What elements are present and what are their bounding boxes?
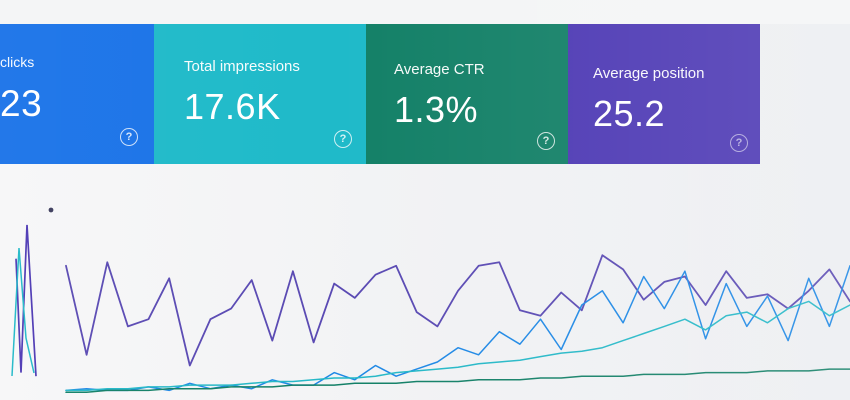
metric-value: 23 (0, 83, 43, 124)
metric-card-clicks[interactable]: clicks 23 ? (0, 24, 154, 164)
performance-line-chart (0, 168, 850, 400)
metric-value: 1.3% (394, 89, 479, 130)
chart-spike-line (15, 224, 37, 377)
metric-value: 17.6K (184, 86, 281, 127)
metric-label: Average position (593, 65, 705, 82)
metric-card-average-ctr[interactable]: Average CTR 1.3% ? (366, 24, 568, 164)
chart-series-line-3 (65, 300, 850, 392)
question-circle-icon[interactable]: ? (537, 132, 555, 150)
question-circle-icon[interactable]: ? (730, 134, 748, 152)
metric-label: Total impressions (184, 58, 300, 75)
metric-value: 25.2 (593, 93, 666, 134)
metric-cards-row: clicks 23 ? Total impressions 17.6K ? Av… (0, 24, 760, 164)
chart-series-line-4 (65, 368, 850, 393)
question-circle-icon[interactable]: ? (120, 128, 138, 146)
line-chart-svg (11, 207, 850, 393)
chart-series-line-1 (65, 254, 850, 367)
browser-top-area (0, 0, 850, 24)
chart-marker-dot (48, 207, 54, 213)
metric-label: Average CTR (394, 61, 485, 78)
chart-series-line-2 (65, 265, 850, 392)
question-circle-icon[interactable]: ? (334, 130, 352, 148)
metric-card-impressions[interactable]: Total impressions 17.6K ? (154, 24, 366, 164)
metric-label: clicks (0, 54, 35, 70)
chart-left-spike-secondary (11, 247, 35, 377)
metric-card-average-position[interactable]: Average position 25.2 ? (568, 24, 760, 164)
